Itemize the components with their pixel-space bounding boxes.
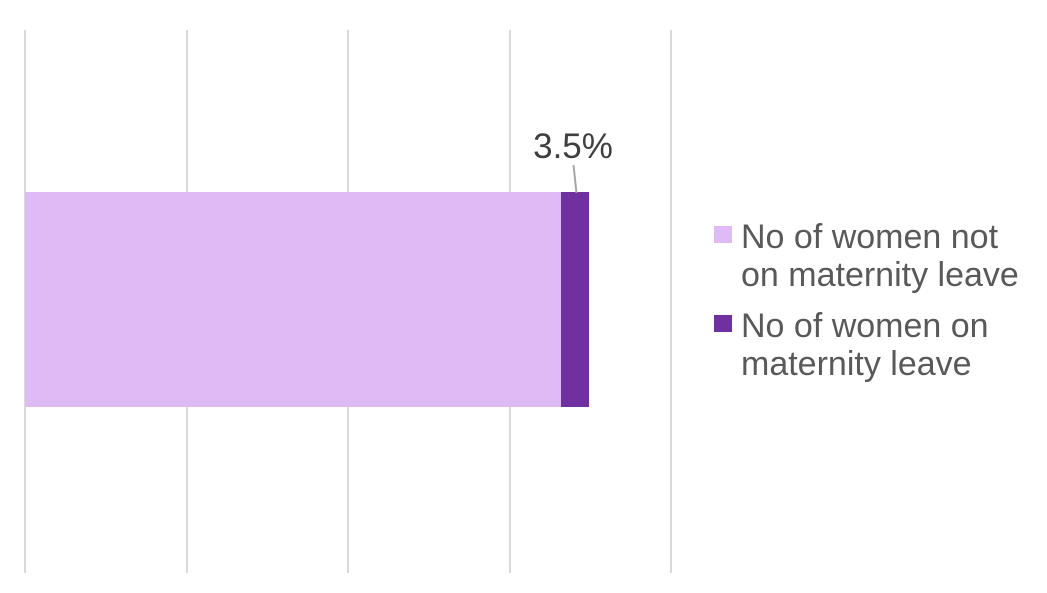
legend-label: No of women on maternity leave — [741, 307, 989, 383]
bar-segment-no-of-women-not-on-maternity-leave — [25, 192, 562, 407]
legend-label: No of women not on maternity leave — [741, 218, 1019, 294]
gridline — [670, 30, 672, 573]
data-label: 3.5% — [533, 127, 613, 166]
legend: No of women not on maternity leave No of … — [714, 218, 1044, 396]
legend-swatch-icon — [714, 226, 732, 243]
bar-row — [25, 192, 671, 407]
bar-segment-no-of-women-on-maternity-leave — [561, 192, 589, 407]
plot-area — [24, 30, 672, 573]
legend-item-0: No of women not on maternity leave — [714, 218, 1044, 294]
legend-item-1: No of women on maternity leave — [714, 307, 1044, 383]
legend-swatch-icon — [714, 315, 732, 332]
